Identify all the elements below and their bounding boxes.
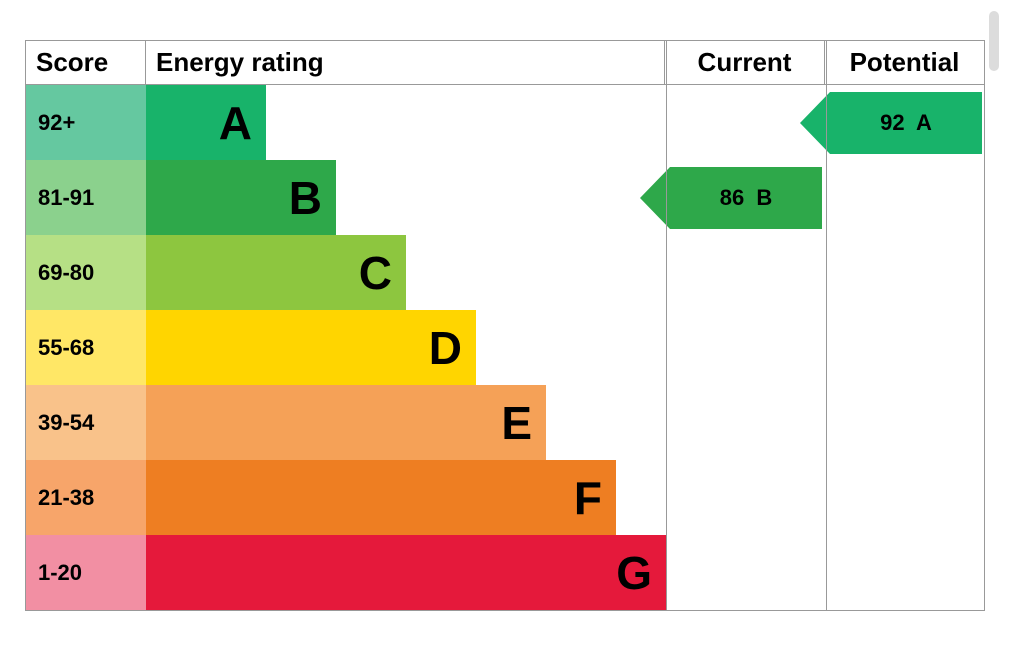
rating-bar-c: C	[146, 235, 406, 310]
rating-bar-f: F	[146, 460, 616, 535]
marker-potential: 92 A	[800, 92, 982, 154]
rating-row-e: 39-54E	[26, 385, 984, 460]
header-score: Score	[26, 41, 146, 84]
header-potential: Potential	[824, 41, 984, 84]
epc-chart: Score Energy rating Current Potential 92…	[25, 40, 985, 611]
gridline-potential	[826, 41, 827, 610]
marker-current-label: 86 B	[670, 167, 822, 229]
rating-bar-g: G	[146, 535, 666, 610]
marker-current: 86 B	[640, 167, 822, 229]
rating-row-f: 21-38F	[26, 460, 984, 535]
epc-rows: 92+A81-91B69-80C55-68D39-54E21-38F1-20G	[26, 85, 984, 610]
scrollbar-thumb[interactable]	[989, 11, 999, 71]
epc-header-row: Score Energy rating Current Potential	[26, 41, 984, 85]
gridline-current	[666, 41, 667, 610]
rating-bar-b: B	[146, 160, 336, 235]
rating-bar-e: E	[146, 385, 546, 460]
rating-row-b: 81-91B	[26, 160, 984, 235]
header-energy: Energy rating	[146, 41, 664, 84]
marker-potential-label: 92 A	[830, 92, 982, 154]
score-range-e: 39-54	[26, 385, 146, 460]
header-current: Current	[664, 41, 824, 84]
score-range-a: 92+	[26, 85, 146, 160]
rating-bar-a: A	[146, 85, 266, 160]
score-range-b: 81-91	[26, 160, 146, 235]
rating-row-g: 1-20G	[26, 535, 984, 610]
rating-row-d: 55-68D	[26, 310, 984, 385]
epc-body: 92+A81-91B69-80C55-68D39-54E21-38F1-20G	[26, 85, 984, 610]
rating-bar-d: D	[146, 310, 476, 385]
rating-row-c: 69-80C	[26, 235, 984, 310]
score-range-d: 55-68	[26, 310, 146, 385]
score-range-g: 1-20	[26, 535, 146, 610]
score-range-c: 69-80	[26, 235, 146, 310]
score-range-f: 21-38	[26, 460, 146, 535]
